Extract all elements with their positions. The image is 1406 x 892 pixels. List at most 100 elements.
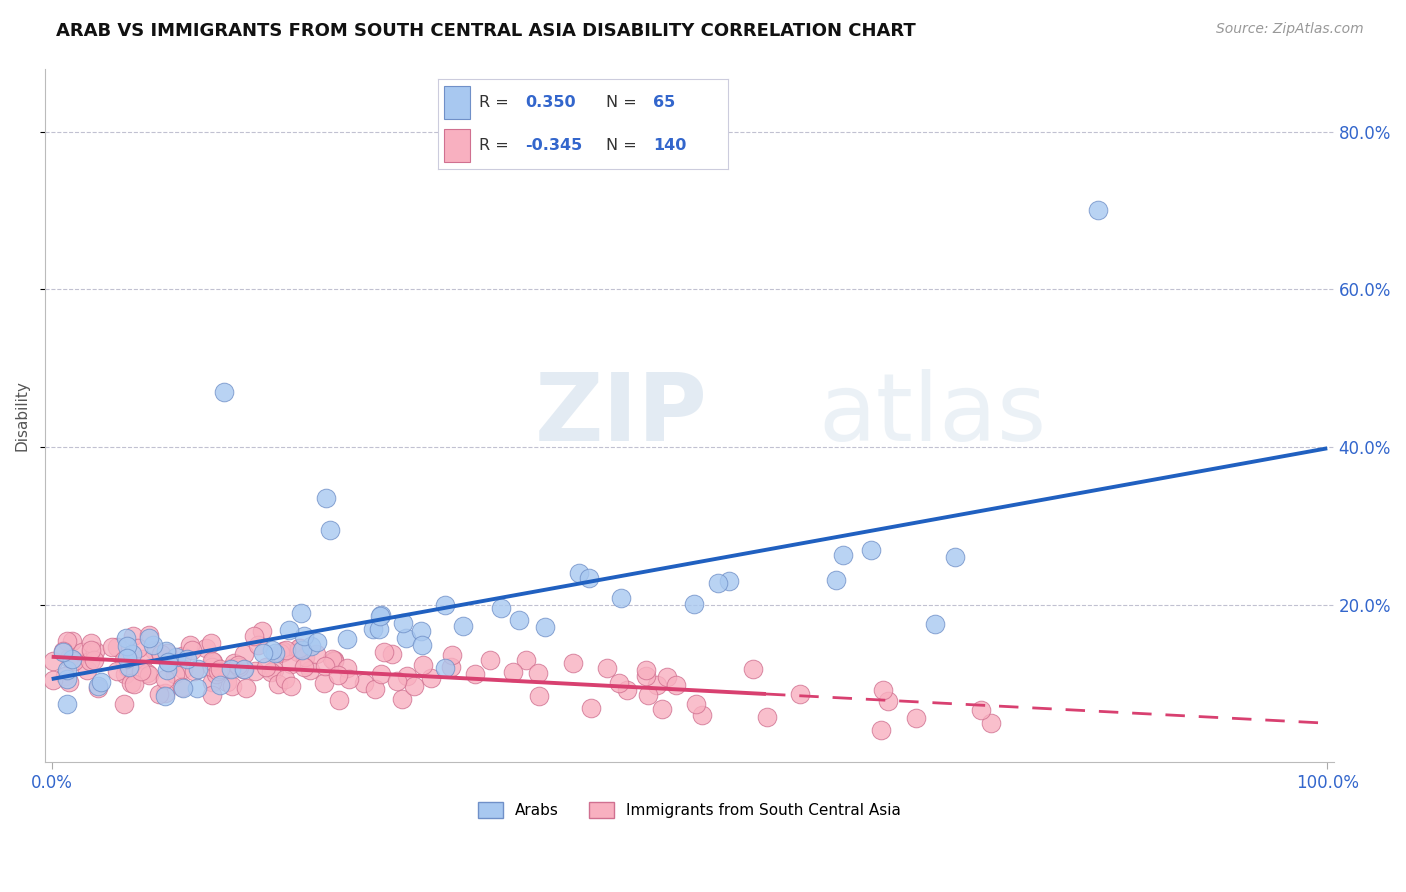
Point xyxy=(246,638,269,652)
Point xyxy=(232,662,254,676)
Point xyxy=(301,640,323,654)
Point xyxy=(156,656,179,670)
Point xyxy=(58,675,80,690)
Point xyxy=(222,656,245,670)
Point xyxy=(578,571,600,585)
Point xyxy=(453,619,475,633)
Point xyxy=(149,647,172,661)
Point xyxy=(172,662,194,676)
Point xyxy=(824,573,846,587)
Point xyxy=(319,523,342,537)
Point xyxy=(155,644,177,658)
Point xyxy=(120,676,142,690)
Point xyxy=(395,669,418,683)
Point xyxy=(370,667,392,681)
Point xyxy=(370,607,392,622)
Point xyxy=(117,639,139,653)
Point xyxy=(129,664,152,678)
Point xyxy=(200,635,222,649)
Point xyxy=(87,679,110,693)
Point xyxy=(336,632,359,646)
Point xyxy=(79,645,101,659)
Point xyxy=(186,681,208,696)
Point xyxy=(364,682,387,697)
Point xyxy=(904,711,927,725)
Point xyxy=(172,681,194,695)
Point xyxy=(299,663,322,677)
Point xyxy=(924,616,946,631)
Point xyxy=(755,709,778,723)
Point xyxy=(404,680,426,694)
Point xyxy=(692,708,714,723)
Point xyxy=(217,675,239,690)
Point xyxy=(56,673,79,687)
Point xyxy=(252,647,274,661)
Point xyxy=(163,667,186,681)
Point xyxy=(83,652,105,666)
Point xyxy=(322,653,344,667)
Point xyxy=(292,628,315,642)
Point xyxy=(212,384,235,399)
Point xyxy=(718,574,741,589)
Point xyxy=(201,660,224,674)
Point xyxy=(58,651,80,665)
Point xyxy=(201,675,224,690)
Point xyxy=(105,664,128,678)
Point xyxy=(117,661,139,675)
Point xyxy=(143,642,166,657)
Point xyxy=(200,654,222,668)
Point xyxy=(373,645,395,659)
Point xyxy=(381,647,404,661)
Point xyxy=(290,640,312,655)
Point xyxy=(243,629,266,643)
Point xyxy=(292,660,315,674)
Point xyxy=(869,723,891,738)
Point xyxy=(314,675,336,690)
Point xyxy=(280,657,302,671)
Point xyxy=(271,644,294,658)
Legend: Arabs, Immigrants from South Central Asia: Arabs, Immigrants from South Central Asi… xyxy=(472,796,907,824)
Point xyxy=(323,654,346,668)
Point xyxy=(1087,203,1109,218)
Point xyxy=(290,606,312,620)
Point xyxy=(305,635,328,649)
Point xyxy=(208,662,231,676)
Point xyxy=(409,624,432,638)
Point xyxy=(115,631,138,645)
Point xyxy=(127,641,149,656)
Point xyxy=(637,688,659,702)
Point xyxy=(264,646,287,660)
Point xyxy=(254,660,277,674)
Point xyxy=(204,667,226,681)
Point xyxy=(288,641,311,656)
Point xyxy=(489,601,512,615)
Point xyxy=(789,686,811,700)
Point xyxy=(135,666,157,681)
Point xyxy=(42,654,65,668)
Point xyxy=(707,576,730,591)
Point xyxy=(271,645,294,659)
Point xyxy=(508,613,530,627)
Point xyxy=(90,674,112,689)
Point xyxy=(872,683,894,698)
Point xyxy=(411,638,433,652)
Point xyxy=(434,661,457,675)
Point xyxy=(209,678,232,692)
Point xyxy=(52,645,75,659)
Point xyxy=(228,659,250,673)
Point xyxy=(153,686,176,700)
Point xyxy=(434,598,457,612)
Point xyxy=(463,667,485,681)
Point xyxy=(179,638,201,652)
Point xyxy=(142,638,165,652)
Point xyxy=(53,669,76,683)
Point xyxy=(568,566,591,580)
Point xyxy=(263,663,285,677)
Point xyxy=(367,622,389,636)
Point xyxy=(156,663,179,677)
Point xyxy=(980,716,1002,731)
Text: ZIP: ZIP xyxy=(534,369,707,461)
Point xyxy=(112,653,135,667)
Point xyxy=(181,643,204,657)
Point xyxy=(831,548,853,562)
